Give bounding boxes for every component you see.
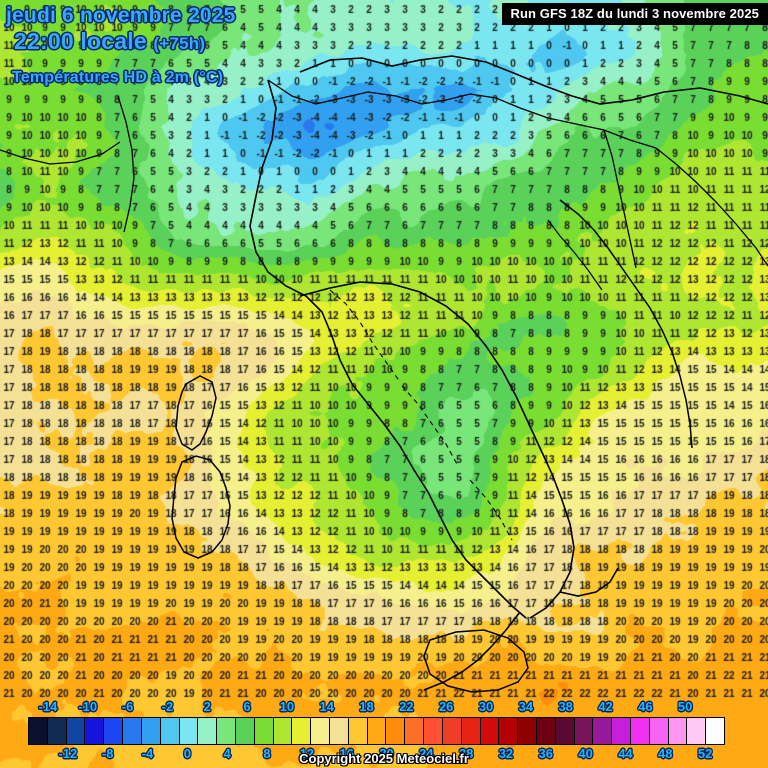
color-scale-tick-label: -10 xyxy=(78,699,98,714)
color-scale-swatch xyxy=(612,718,631,744)
color-scale-swatch xyxy=(235,718,255,744)
color-scale-tick-label: -14 xyxy=(38,699,58,714)
color-scale-tick-label: 6 xyxy=(243,699,251,714)
color-scale-swatch xyxy=(179,718,199,744)
color-scale-swatch xyxy=(631,718,650,744)
color-scale-swatch xyxy=(593,718,613,744)
color-scale-swatch xyxy=(123,718,142,744)
color-scale-swatch xyxy=(348,718,368,744)
color-scale-tick-label: 36 xyxy=(538,746,553,761)
color-scale-tick-label: 52 xyxy=(697,746,713,761)
color-scale-tick-label: 26 xyxy=(438,699,454,714)
color-scale-swatch xyxy=(330,718,349,744)
color-scale-swatch xyxy=(424,718,443,744)
color-scale-tick-label: 18 xyxy=(359,699,374,714)
forecast-time-label: 22:00 locale (+75h) xyxy=(14,28,235,57)
color-scale-swatch xyxy=(292,718,312,744)
color-scale-tick-label: 46 xyxy=(638,699,653,714)
color-scale-swatch xyxy=(518,718,537,744)
color-scale-swatch xyxy=(668,718,688,744)
map-title-block: jeudi 6 novembre 2025 22:00 locale (+75h… xyxy=(6,4,235,88)
color-scale-swatch xyxy=(367,718,387,744)
color-scale-tick-label: 34 xyxy=(518,699,534,714)
color-scale-tick-label: 44 xyxy=(618,746,633,761)
color-scale-swatch xyxy=(104,718,124,744)
color-scale-tick-label: 14 xyxy=(319,699,334,714)
color-scale-tick-label: 4 xyxy=(223,746,231,761)
color-scale-tick-label: 22 xyxy=(399,699,414,714)
color-scale-swatch xyxy=(85,718,105,744)
forecast-time-value: 22:00 locale xyxy=(14,28,147,54)
color-scale-tick-label: 32 xyxy=(498,746,514,761)
model-run-banner: Run GFS 18Z du lundi 3 novembre 2025 xyxy=(501,3,768,25)
color-scale-tick-label: -12 xyxy=(58,746,78,761)
parameter-label: Températures HD à 2m (°C) xyxy=(12,69,224,86)
color-scale-tick-label: 8 xyxy=(263,746,271,761)
color-scale-swatch xyxy=(405,718,425,744)
color-scale-tick-label: 30 xyxy=(478,699,494,714)
color-scale-swatch xyxy=(442,718,462,744)
color-scale-bar xyxy=(28,717,725,745)
color-scale-swatch xyxy=(555,718,575,744)
color-scale-tick-label: -4 xyxy=(141,746,154,761)
color-scale-swatch xyxy=(160,718,180,744)
color-scale-swatch xyxy=(574,718,594,744)
color-scale-swatch xyxy=(649,718,669,744)
forecast-date-label: jeudi 6 novembre 2025 xyxy=(6,4,236,27)
color-scale-tick-label: -6 xyxy=(121,699,134,714)
color-scale-tick-label: 10 xyxy=(279,699,295,714)
color-scale-swatch xyxy=(480,718,500,744)
color-scale-swatch xyxy=(141,718,161,744)
color-scale-swatch xyxy=(687,718,707,744)
color-scale-swatch xyxy=(198,718,218,744)
color-scale-swatch xyxy=(536,718,556,744)
color-scale-swatch xyxy=(706,718,725,744)
color-scale-swatch xyxy=(386,718,406,744)
color-scale-swatch xyxy=(29,718,48,744)
color-scale-swatch xyxy=(461,718,481,744)
color-scale-tick-label: 50 xyxy=(677,699,693,714)
color-scale-tick-label: -8 xyxy=(101,746,114,761)
color-scale-tick-label: 0 xyxy=(183,746,191,761)
color-scale-tick-label: -2 xyxy=(161,699,174,714)
color-scale-tick-label: 2 xyxy=(203,699,211,714)
color-scale-swatch xyxy=(47,718,67,744)
color-scale-swatch xyxy=(254,718,274,744)
color-scale-swatch xyxy=(499,718,519,744)
copyright-notice: Copyright 2025 Meteociel.fr xyxy=(299,751,469,766)
color-scale-swatch xyxy=(311,718,330,744)
color-scale-tick-label: 42 xyxy=(598,699,613,714)
color-scale-tick-label: 38 xyxy=(558,699,573,714)
color-scale-swatch xyxy=(217,718,236,744)
color-scale-tick-label: 48 xyxy=(658,746,673,761)
forecast-echeance: (+75h) xyxy=(153,34,206,53)
color-scale-tick-label: 40 xyxy=(578,746,593,761)
color-scale-swatch xyxy=(66,718,86,744)
color-scale-swatch xyxy=(273,718,293,744)
